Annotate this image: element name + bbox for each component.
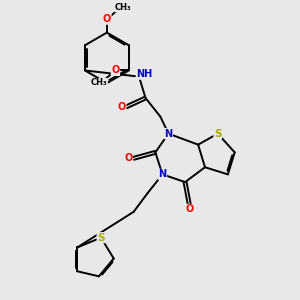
Text: S: S [97, 233, 105, 243]
Text: S: S [214, 129, 221, 139]
Text: CH₃: CH₃ [91, 79, 107, 88]
Text: O: O [111, 65, 119, 76]
Text: O: O [103, 14, 111, 24]
Text: O: O [185, 204, 194, 214]
Text: CH₃: CH₃ [115, 3, 132, 12]
Text: N: N [164, 129, 172, 139]
Text: N: N [158, 169, 166, 179]
Text: O: O [124, 153, 132, 163]
Text: O: O [118, 102, 126, 112]
Text: NH: NH [136, 69, 152, 79]
